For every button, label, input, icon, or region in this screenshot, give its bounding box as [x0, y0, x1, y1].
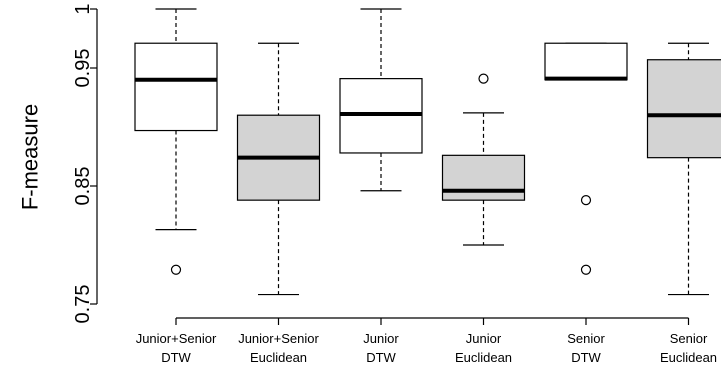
box-3: [339, 8, 423, 192]
iqr-box: [544, 42, 628, 81]
x-category-label: Euclidean: [660, 350, 717, 365]
y-axis-label: F-measure: [18, 104, 43, 210]
x-category-label: Junior+Senior: [136, 331, 217, 346]
y-tick-label: 0.75: [72, 285, 94, 324]
x-axis: Junior+Senior DTW Junior+Senior Euclidean Ju…: [136, 317, 717, 365]
box-2: [236, 42, 321, 296]
outlier-point: [580, 195, 592, 206]
y-tick-label: 0.85: [72, 167, 94, 206]
box-1: [134, 8, 218, 275]
y-axis: 0.75 0.85 0.95 1: [72, 3, 98, 324]
x-category-label: Euclidean: [455, 350, 512, 365]
x-category-label: Senior: [670, 331, 708, 346]
outlier-point: [478, 73, 489, 84]
iqr-box: [646, 59, 721, 159]
x-category-label: Euclidean: [250, 350, 307, 365]
x-category-label: Junior+Senior: [238, 331, 319, 346]
box-6: [646, 42, 721, 296]
box-4: [441, 73, 526, 246]
iqr-box: [441, 154, 526, 201]
x-category-label: DTW: [571, 350, 601, 365]
x-category-label: DTW: [161, 350, 191, 365]
plot-area: [134, 8, 721, 296]
y-tick-label: 1: [72, 3, 94, 14]
outlier-point: [580, 264, 592, 275]
x-category-label: Senior: [567, 331, 605, 346]
y-tick-label: 0.95: [72, 49, 94, 88]
x-category-label: DTW: [366, 350, 396, 365]
outlier-point: [170, 264, 182, 275]
box-5: [544, 42, 628, 275]
x-category-label: Junior: [363, 331, 399, 346]
iqr-box: [134, 42, 218, 132]
x-category-label: Junior: [466, 331, 502, 346]
